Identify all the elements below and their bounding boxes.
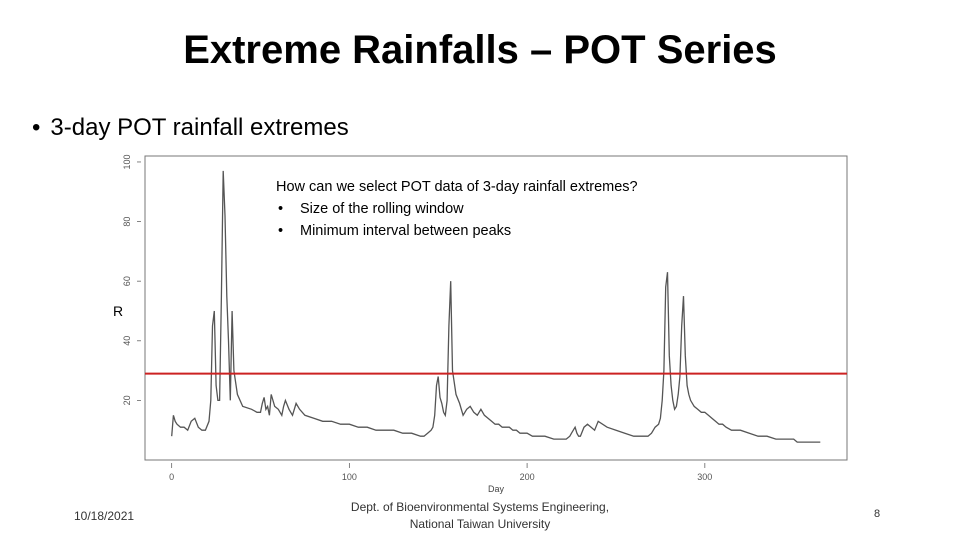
bullet-point: • 3-day POT rainfall extremes [32, 114, 349, 142]
y-tick-label: 80 [122, 217, 132, 227]
y-axis: 20 40 60 80 100 [122, 154, 141, 405]
bullet-text: 3-day POT rainfall extremes [50, 114, 349, 141]
plot-frame [144, 155, 848, 461]
x-tick-label: 200 [520, 472, 535, 482]
x-axis: 0 100 200 300 [169, 463, 712, 482]
x-tick-label: 100 [342, 472, 357, 482]
bullet-dot: • [32, 114, 41, 141]
y-tick-label: 60 [122, 276, 132, 286]
callout-item-text: Size of the rolling window [300, 201, 464, 217]
y-tick-label: 40 [122, 336, 132, 346]
slide-title: Extreme Rainfalls – POT Series [183, 28, 777, 72]
callout-box: How can we select POT data of 3-day rain… [276, 176, 638, 242]
footer-dept-line1: Dept. of Bioenvironmental Systems Engine… [350, 500, 610, 514]
callout-item: • Size of the rolling window [278, 201, 464, 217]
x-axis-label: Day [488, 484, 505, 494]
x-tick-label: 300 [697, 472, 712, 482]
callout-question: How can we select POT data of 3-day rain… [276, 179, 638, 195]
page-number: 8 [874, 508, 881, 520]
series-line-3day-rainfall [171, 170, 821, 443]
footer-dept-line2: National Taiwan University [409, 517, 551, 531]
callout-item: • Minimum interval between peaks [278, 223, 512, 239]
callout-item-text: Minimum interval between peaks [300, 223, 512, 239]
threshold-label: R [113, 303, 124, 319]
footer-date: 10/18/2021 [74, 509, 135, 523]
footer-department: Dept. of Bioenvironmental Systems Engine… [320, 499, 640, 533]
y-tick-label: 100 [122, 154, 132, 169]
x-tick-label: 0 [169, 472, 174, 482]
y-tick-label: 20 [122, 395, 132, 405]
